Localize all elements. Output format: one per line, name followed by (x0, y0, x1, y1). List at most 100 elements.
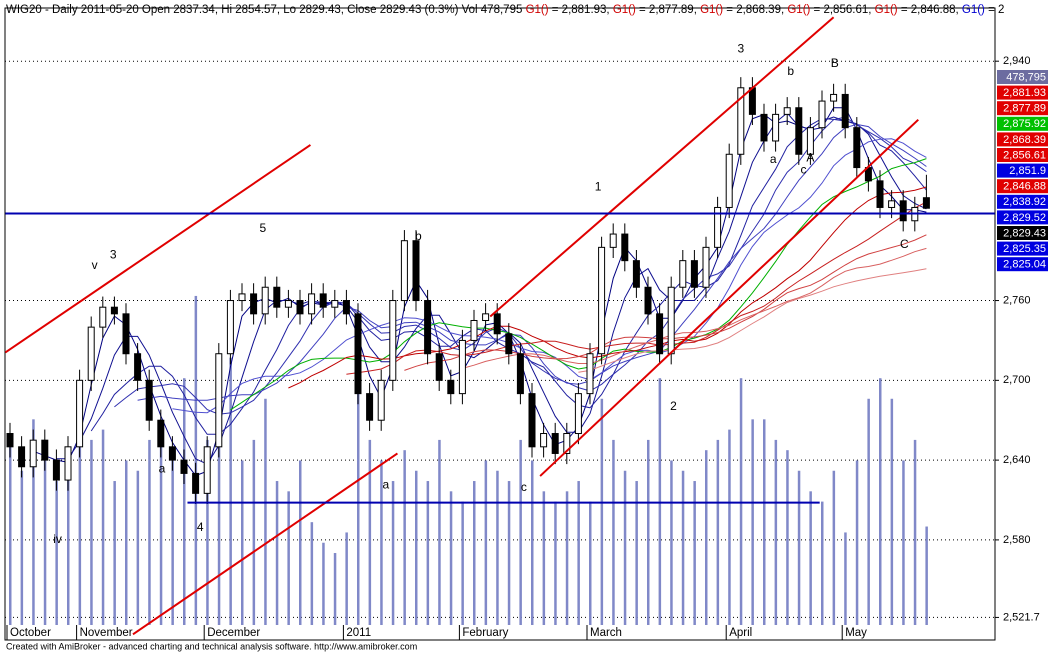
title-part: = 2,856.61, (810, 4, 874, 16)
volume-bar (148, 439, 151, 625)
wave-label: A (806, 150, 814, 164)
candle-body (412, 240, 420, 302)
volume-bar (658, 378, 662, 625)
candle-body (725, 153, 733, 208)
candle-body (6, 433, 14, 448)
volume-bar (90, 439, 93, 625)
volume-bar (879, 378, 882, 625)
wave-label: 3 (110, 248, 117, 262)
volume-bar (797, 470, 801, 625)
volume-bar (809, 491, 812, 625)
footer: Created with AmiBroker - advanced charti… (6, 641, 417, 651)
x-tick-label: May (845, 627, 867, 639)
candle-body (830, 93, 838, 102)
value-tag-label: 2,868.39 (1003, 134, 1046, 146)
candle-body (226, 300, 234, 355)
candle-body (528, 393, 536, 448)
wave-label: 1 (595, 180, 602, 194)
title-part: = 2 (985, 4, 1005, 16)
value-tag-label: 2,825.35 (1003, 243, 1046, 255)
candle-body (458, 339, 466, 395)
volume-bar (554, 501, 557, 625)
candle-body (586, 353, 594, 395)
volume-bar (542, 491, 546, 625)
wave-label: 2 (670, 399, 677, 413)
title-part: = 2,868.39, (723, 4, 787, 16)
volume-bar (716, 439, 720, 625)
candle-body (516, 353, 524, 395)
x-tick-label: November (80, 627, 133, 639)
volume-bar (159, 419, 163, 625)
volume-bar (287, 491, 290, 625)
candle-body (760, 113, 768, 142)
title-part: G1() (875, 4, 898, 16)
volume-bar (647, 439, 650, 625)
volume-bar (113, 481, 116, 625)
volume-bar (565, 491, 569, 625)
x-tick-label: October (10, 627, 51, 639)
volume-bar (693, 481, 696, 625)
volume-bar (867, 398, 870, 625)
value-tag (997, 257, 1048, 272)
candle-body (203, 446, 211, 494)
x-tick-label: April (729, 627, 752, 639)
candle-body (377, 379, 385, 421)
value-tag (997, 148, 1048, 162)
candle-body (435, 353, 443, 381)
candle-body (772, 113, 780, 142)
volume-bar (623, 470, 627, 625)
moving-average (137, 123, 927, 401)
value-tag (997, 116, 1048, 131)
candle-body (714, 206, 722, 248)
title-part: G1() (962, 4, 985, 16)
candle-body (389, 300, 397, 381)
volume-bar (589, 501, 592, 625)
volume-bar (391, 481, 395, 625)
moving-average (230, 158, 927, 411)
volume-bar (844, 532, 847, 625)
candle-body (551, 433, 559, 454)
x-tick-label: 2011 (346, 627, 371, 639)
candle-body (284, 300, 292, 308)
volume-bar (821, 501, 824, 625)
volume-bar (484, 460, 488, 625)
value-tag-label: 2,881.93 (1003, 87, 1046, 99)
candle-body (319, 293, 327, 308)
candle-body (876, 180, 884, 208)
trendline (539, 118, 919, 477)
candle-body (888, 200, 896, 208)
y-tick-label: 2,760 (1003, 294, 1031, 306)
value-tag-label: 2,851.9 (1009, 165, 1046, 177)
volume-bar (438, 439, 441, 625)
candle-body (644, 286, 652, 315)
volume-bar (786, 450, 789, 625)
volume-bar (751, 419, 754, 625)
candle-body (157, 419, 165, 448)
wave-label: a (382, 478, 389, 492)
volume-bar (183, 378, 186, 625)
volume-bar (774, 439, 778, 625)
value-tag-label: 2,856.61 (1003, 149, 1046, 161)
value-tag-label: 478,795 (1006, 71, 1046, 83)
volume-bar (380, 460, 383, 625)
y-tick-label: 2,700 (1003, 374, 1031, 386)
wave-label: v (92, 258, 98, 272)
volume-bar (832, 470, 836, 625)
volume-bar (507, 481, 511, 625)
trendline (132, 452, 399, 636)
volume-bar (229, 357, 232, 625)
wave-label: 4 (197, 520, 204, 534)
candle-body (87, 326, 95, 381)
candle-body (18, 446, 26, 468)
volume-bar (902, 460, 905, 625)
volume-bar (473, 481, 476, 625)
y-tick-label: 2,521.7 (1003, 611, 1040, 623)
candle-body (806, 127, 814, 155)
volume-bar (67, 450, 70, 625)
volume-bar (101, 429, 105, 625)
volume-bar (577, 481, 580, 625)
wave-label: b (787, 64, 794, 78)
wave-label: b (415, 229, 422, 243)
volume-bar (55, 481, 58, 625)
